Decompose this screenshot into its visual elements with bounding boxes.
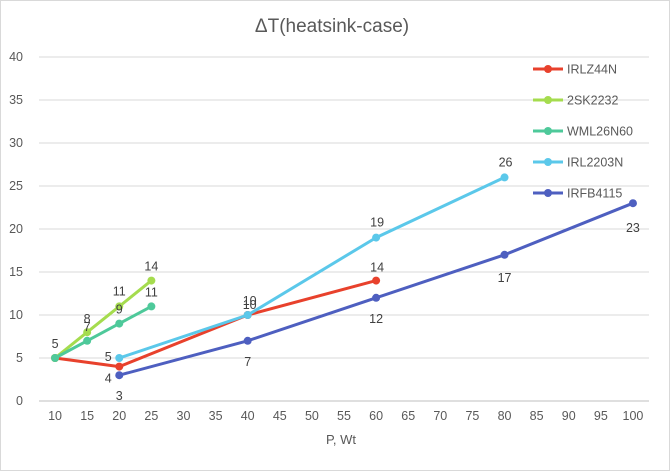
data-label: 9	[116, 303, 123, 317]
data-point	[115, 362, 124, 371]
data-label: 14	[370, 261, 384, 275]
y-tick-label: 0	[16, 394, 23, 408]
series-group	[51, 173, 637, 380]
y-tick-label: 15	[9, 265, 23, 279]
y-tick-label: 5	[16, 351, 23, 365]
data-label: 10	[243, 298, 257, 312]
series-line	[53, 279, 153, 360]
y-axis-ticks: 0 5 10 15 20 25 30 35 40	[9, 50, 23, 408]
data-label: 19	[370, 216, 384, 230]
data-point	[372, 276, 381, 285]
x-tick-label: 85	[530, 409, 544, 423]
x-tick-label: 10	[48, 409, 62, 423]
y-tick-label: 25	[9, 179, 23, 193]
x-tick-label: 90	[562, 409, 576, 423]
legend-marker	[544, 127, 552, 135]
data-label: 23	[626, 221, 640, 235]
data-label: 14	[144, 260, 158, 274]
data-label: 5	[52, 337, 59, 351]
data-point	[115, 371, 124, 380]
x-tick-label: 50	[305, 409, 319, 423]
legend: IRLZ44N 2SK2232 WML26N60 IRL2203N IRFB4115	[533, 63, 633, 201]
x-tick-label: 20	[112, 409, 126, 423]
series-line	[53, 304, 153, 360]
data-label: 12	[369, 312, 383, 326]
x-axis-ticks: 10 15 20 25 30 35 40 45 50 55 60 65 70 75 80 85 90 95 100	[48, 409, 643, 423]
data-point	[83, 328, 92, 337]
data-label: 7	[244, 355, 251, 369]
data-point	[147, 302, 156, 311]
data-point	[115, 319, 124, 328]
legend-label: WML26N60	[567, 125, 633, 139]
series-line	[53, 279, 378, 369]
x-tick-label: 60	[369, 409, 383, 423]
x-tick-label: 65	[401, 409, 415, 423]
data-label: 11	[113, 284, 126, 298]
legend-label: IRL2203N	[567, 156, 623, 170]
data-label: 7	[84, 320, 91, 334]
x-tick-label: 45	[273, 409, 287, 423]
data-point	[147, 276, 156, 285]
legend-marker	[544, 65, 552, 73]
data-point	[83, 336, 92, 345]
data-point	[51, 354, 60, 362]
legend-marker	[544, 96, 552, 104]
y-tick-label: 30	[9, 136, 23, 150]
legend-label: IRLZ44N	[567, 63, 617, 77]
x-tick-label: 25	[144, 409, 158, 423]
legend-label: 2SK2232	[567, 94, 618, 108]
data-label: 11	[145, 285, 158, 299]
y-tick-label: 35	[9, 93, 23, 107]
x-tick-label: 70	[433, 409, 447, 423]
x-tick-label: 75	[465, 409, 479, 423]
y-tick-label: 40	[9, 50, 23, 64]
data-point	[243, 336, 252, 345]
legend-marker	[544, 158, 552, 166]
x-tick-label: 100	[623, 409, 644, 423]
data-point	[500, 250, 509, 259]
x-tick-label: 40	[241, 409, 255, 423]
data-point	[372, 293, 381, 302]
x-tick-label: 30	[177, 409, 191, 423]
data-label: 5	[105, 350, 112, 364]
legend-label: IRFB4115	[567, 187, 622, 201]
y-tick-label: 20	[9, 222, 23, 236]
chart-title: ΔT(heatsink-case)	[255, 16, 409, 37]
legend-marker	[544, 189, 552, 197]
data-label: 3	[116, 389, 123, 403]
x-tick-label: 95	[594, 409, 608, 423]
data-point	[372, 233, 381, 242]
x-axis-label: P, Wt	[326, 432, 356, 447]
data-label: 8	[84, 312, 91, 326]
x-tick-label: 80	[498, 409, 512, 423]
data-label: 17	[498, 271, 512, 285]
y-tick-label: 10	[9, 308, 23, 322]
x-tick-label: 55	[337, 409, 351, 423]
data-label: 26	[499, 155, 513, 169]
data-point	[115, 354, 124, 362]
series-line	[117, 175, 507, 360]
data-point	[243, 311, 252, 319]
data-point	[115, 302, 124, 311]
data-point	[500, 173, 509, 182]
x-tick-label: 35	[209, 409, 223, 423]
data-labels: 5 4 10 14 8 11 14 7 9 11 5 10 19 26 3 7 12 17 23	[52, 155, 640, 403]
data-label: 10	[243, 294, 257, 308]
data-point	[628, 199, 637, 208]
data-label: 4	[105, 372, 112, 386]
x-tick-label: 15	[80, 409, 94, 423]
gridlines	[39, 56, 649, 402]
